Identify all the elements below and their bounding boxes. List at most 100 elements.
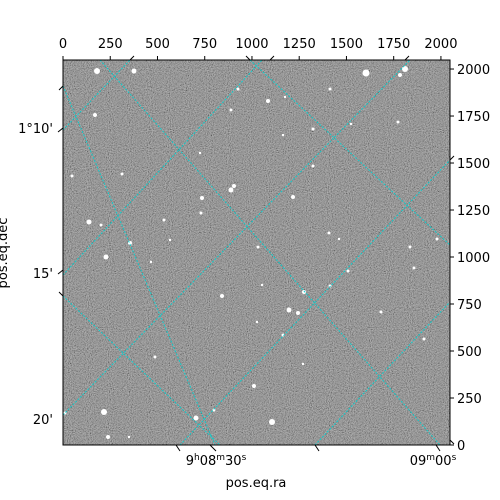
- x-pixel-tick-label: 750: [192, 37, 217, 52]
- star: [127, 435, 131, 439]
- world-tick: [175, 444, 181, 452]
- dec-tick-label: 1°10': [18, 122, 53, 137]
- y-pixel-tick-label: 1250: [457, 204, 490, 219]
- star: [103, 254, 109, 260]
- world-tick: [449, 155, 455, 161]
- world-tick: [57, 127, 64, 133]
- x-pixel-tick-label: 1750: [377, 37, 410, 52]
- star: [301, 362, 305, 366]
- star: [212, 408, 216, 412]
- star: [168, 238, 172, 242]
- grid-line: [179, 159, 450, 445]
- sky-image: [63, 60, 450, 445]
- grid-line: [63, 295, 221, 445]
- star: [337, 237, 341, 241]
- y-pixel-tick-label: 2000: [457, 63, 490, 78]
- star: [198, 151, 202, 155]
- star: [120, 172, 124, 176]
- star: [435, 237, 439, 241]
- star: [286, 307, 292, 313]
- x-pixel-tick-label: 250: [98, 37, 123, 52]
- star: [229, 108, 233, 112]
- dec-tick-label: 15': [33, 267, 53, 282]
- world-tick: [404, 55, 410, 61]
- star: [296, 311, 300, 315]
- star: [99, 223, 103, 227]
- x-pixel-tick-label: 0: [59, 37, 67, 52]
- y-pixel-tick-label: 750: [457, 298, 482, 313]
- world-tick: [58, 291, 64, 297]
- star: [402, 66, 408, 72]
- star: [266, 99, 270, 103]
- x-pixel-tick-label: 1500: [330, 37, 363, 52]
- y-pixel-tick-label: 1000: [457, 251, 490, 266]
- star: [283, 95, 287, 99]
- grid-line: [63, 60, 411, 416]
- star: [94, 68, 100, 74]
- star: [311, 127, 315, 131]
- star: [162, 218, 166, 222]
- x-pixel-tick-label: 500: [145, 37, 170, 52]
- world-axis-ticks: [57, 55, 455, 452]
- x-pixel-tick-label: 1000: [235, 37, 268, 52]
- star: [220, 294, 224, 298]
- star: [408, 245, 412, 249]
- star: [311, 164, 315, 168]
- world-tick: [57, 269, 64, 275]
- grid-line: [63, 85, 216, 445]
- star: [362, 69, 370, 77]
- star: [252, 384, 256, 388]
- dec-tick-label: 20': [33, 413, 53, 428]
- y-pixel-tick-label: 250: [457, 392, 482, 407]
- star: [153, 355, 157, 359]
- star: [379, 310, 383, 314]
- grid-line: [63, 60, 131, 131]
- star: [396, 120, 400, 124]
- star: [70, 174, 74, 178]
- ra-tick-label: 9h08m30s: [186, 453, 247, 469]
- sky-image-noise: [63, 60, 450, 445]
- star: [291, 195, 295, 199]
- y-pixel-tick-label: 1750: [457, 110, 490, 125]
- world-tick: [449, 439, 455, 445]
- star: [398, 73, 402, 77]
- world-tick: [245, 55, 251, 61]
- world-tick: [269, 55, 275, 61]
- grid-line: [99, 60, 441, 445]
- star: [256, 245, 260, 249]
- star: [269, 419, 275, 425]
- ra-tick-labels: 9h08m30s 09m00s: [186, 453, 457, 469]
- star: [232, 184, 236, 188]
- star: [236, 87, 240, 91]
- star: [255, 320, 259, 324]
- star: [422, 337, 426, 341]
- x-pixel-tick-label: 2000: [424, 37, 457, 52]
- star: [86, 219, 92, 225]
- star: [302, 290, 306, 294]
- star: [281, 133, 285, 137]
- grid-line: [314, 301, 450, 445]
- star: [327, 231, 331, 235]
- star: [412, 266, 416, 270]
- world-tick: [209, 444, 217, 452]
- star: [349, 122, 353, 126]
- star: [131, 68, 137, 74]
- star: [200, 196, 204, 200]
- pixel-axis-ticks: 0 250 500 750 1000 1250 1500 1750 2000 0 250 500 750…: [59, 37, 490, 454]
- star: [260, 283, 264, 287]
- star-field: [63, 66, 439, 439]
- plot-frame: [62, 59, 451, 446]
- world-tick: [58, 85, 64, 91]
- y-pixel-tick-label: 0: [457, 439, 465, 454]
- y-pixel-tick-label: 1500: [457, 157, 490, 172]
- star: [106, 435, 110, 439]
- star: [199, 211, 203, 215]
- world-tick: [129, 55, 135, 61]
- world-tick: [435, 444, 441, 452]
- star: [101, 409, 107, 415]
- dec-tick-labels: 1°10' 15' 20': [18, 122, 53, 428]
- star: [228, 187, 234, 193]
- coordinate-grid: [63, 60, 450, 445]
- y-axis-label: pos.eq.dec: [0, 218, 11, 289]
